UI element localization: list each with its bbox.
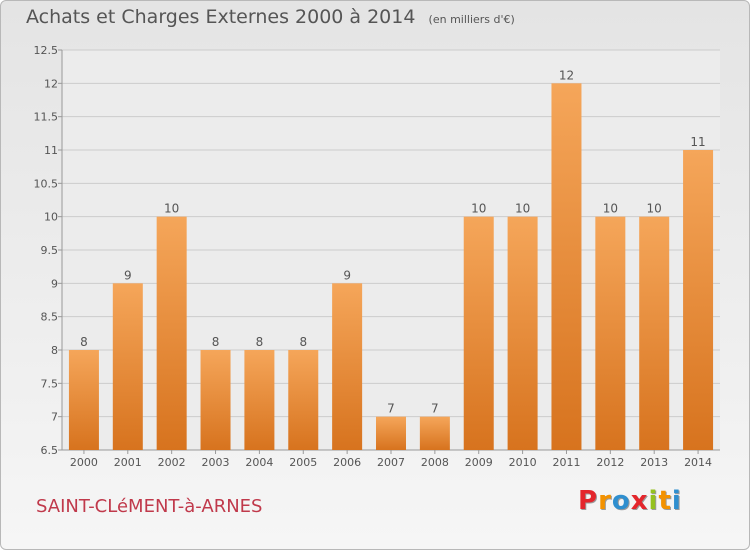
y-tick-label: 9 (51, 277, 58, 290)
logo-letter: i (648, 486, 659, 516)
bar (551, 83, 582, 450)
logo-letter: t (658, 486, 672, 516)
data-label: 8 (212, 335, 220, 349)
x-tick-label: 2013 (640, 456, 668, 469)
y-tick-label: 9.5 (41, 244, 59, 257)
bar (639, 216, 670, 450)
bar (156, 216, 187, 450)
x-tick-label: 2014 (684, 456, 712, 469)
bar (683, 150, 714, 450)
data-label: 8 (256, 335, 264, 349)
x-tick-label: 2003 (202, 456, 230, 469)
x-tick-label: 2001 (114, 456, 142, 469)
x-tick-label: 2011 (552, 456, 580, 469)
y-tick-label: 6.5 (41, 444, 59, 457)
bar (112, 283, 143, 450)
chart-title: Achats et Charges Externes 2000 à 2014 (26, 6, 416, 28)
chart-subtitle: (en milliers d'€) (428, 13, 515, 26)
x-tick-label: 2007 (377, 456, 405, 469)
bar (463, 216, 494, 450)
x-tick-label: 2000 (70, 456, 98, 469)
x-tick-label: 2004 (245, 456, 273, 469)
chart-title-block: Achats et Charges Externes 2000 à 2014 (… (26, 6, 515, 28)
y-tick-label: 10.5 (34, 177, 59, 190)
x-tick-label: 2006 (333, 456, 361, 469)
commune-name: SAINT-CLéMENT-à-ARNES (36, 496, 263, 517)
y-tick-label: 7 (51, 411, 58, 424)
y-tick-label: 8.5 (41, 311, 59, 324)
logo-letter: P (578, 486, 599, 516)
data-label: 7 (431, 402, 439, 416)
data-label: 9 (343, 268, 351, 282)
y-tick-label: 12.5 (34, 44, 59, 57)
x-tick-label: 2005 (289, 456, 317, 469)
data-label: 10 (164, 202, 179, 216)
x-tick-label: 2012 (596, 456, 624, 469)
x-tick-label: 2009 (465, 456, 493, 469)
y-tick-label: 11.5 (34, 111, 59, 124)
bar (332, 283, 363, 450)
data-label: 8 (80, 335, 88, 349)
proxiti-logo: Proxiti (578, 486, 682, 516)
y-tick-label: 10 (44, 211, 58, 224)
y-tick-label: 11 (44, 144, 58, 157)
data-label: 10 (515, 202, 530, 216)
y-tick-label: 8 (51, 344, 58, 357)
bar (376, 416, 406, 450)
bar (68, 350, 99, 450)
x-tick-label: 2010 (509, 456, 537, 469)
bar (244, 350, 275, 450)
logo-letter: x (630, 486, 649, 516)
logo-letter: i (671, 486, 682, 516)
y-tick-label: 12 (44, 77, 58, 90)
data-label: 10 (647, 202, 662, 216)
data-label: 12 (559, 68, 574, 82)
data-label: 9 (124, 268, 132, 282)
data-label: 11 (690, 135, 705, 149)
x-tick-label: 2002 (158, 456, 186, 469)
logo-letter: r (598, 486, 612, 516)
bar (595, 216, 626, 450)
data-label: 10 (471, 202, 486, 216)
bar (419, 416, 450, 450)
data-label: 10 (603, 202, 618, 216)
bar (507, 216, 538, 450)
y-tick-label: 7.5 (41, 377, 59, 390)
x-tick-label: 2008 (421, 456, 449, 469)
bar (288, 350, 319, 450)
bar (200, 350, 231, 450)
logo-letter: o (611, 486, 631, 516)
data-label: 8 (299, 335, 307, 349)
data-label: 7 (387, 402, 395, 416)
